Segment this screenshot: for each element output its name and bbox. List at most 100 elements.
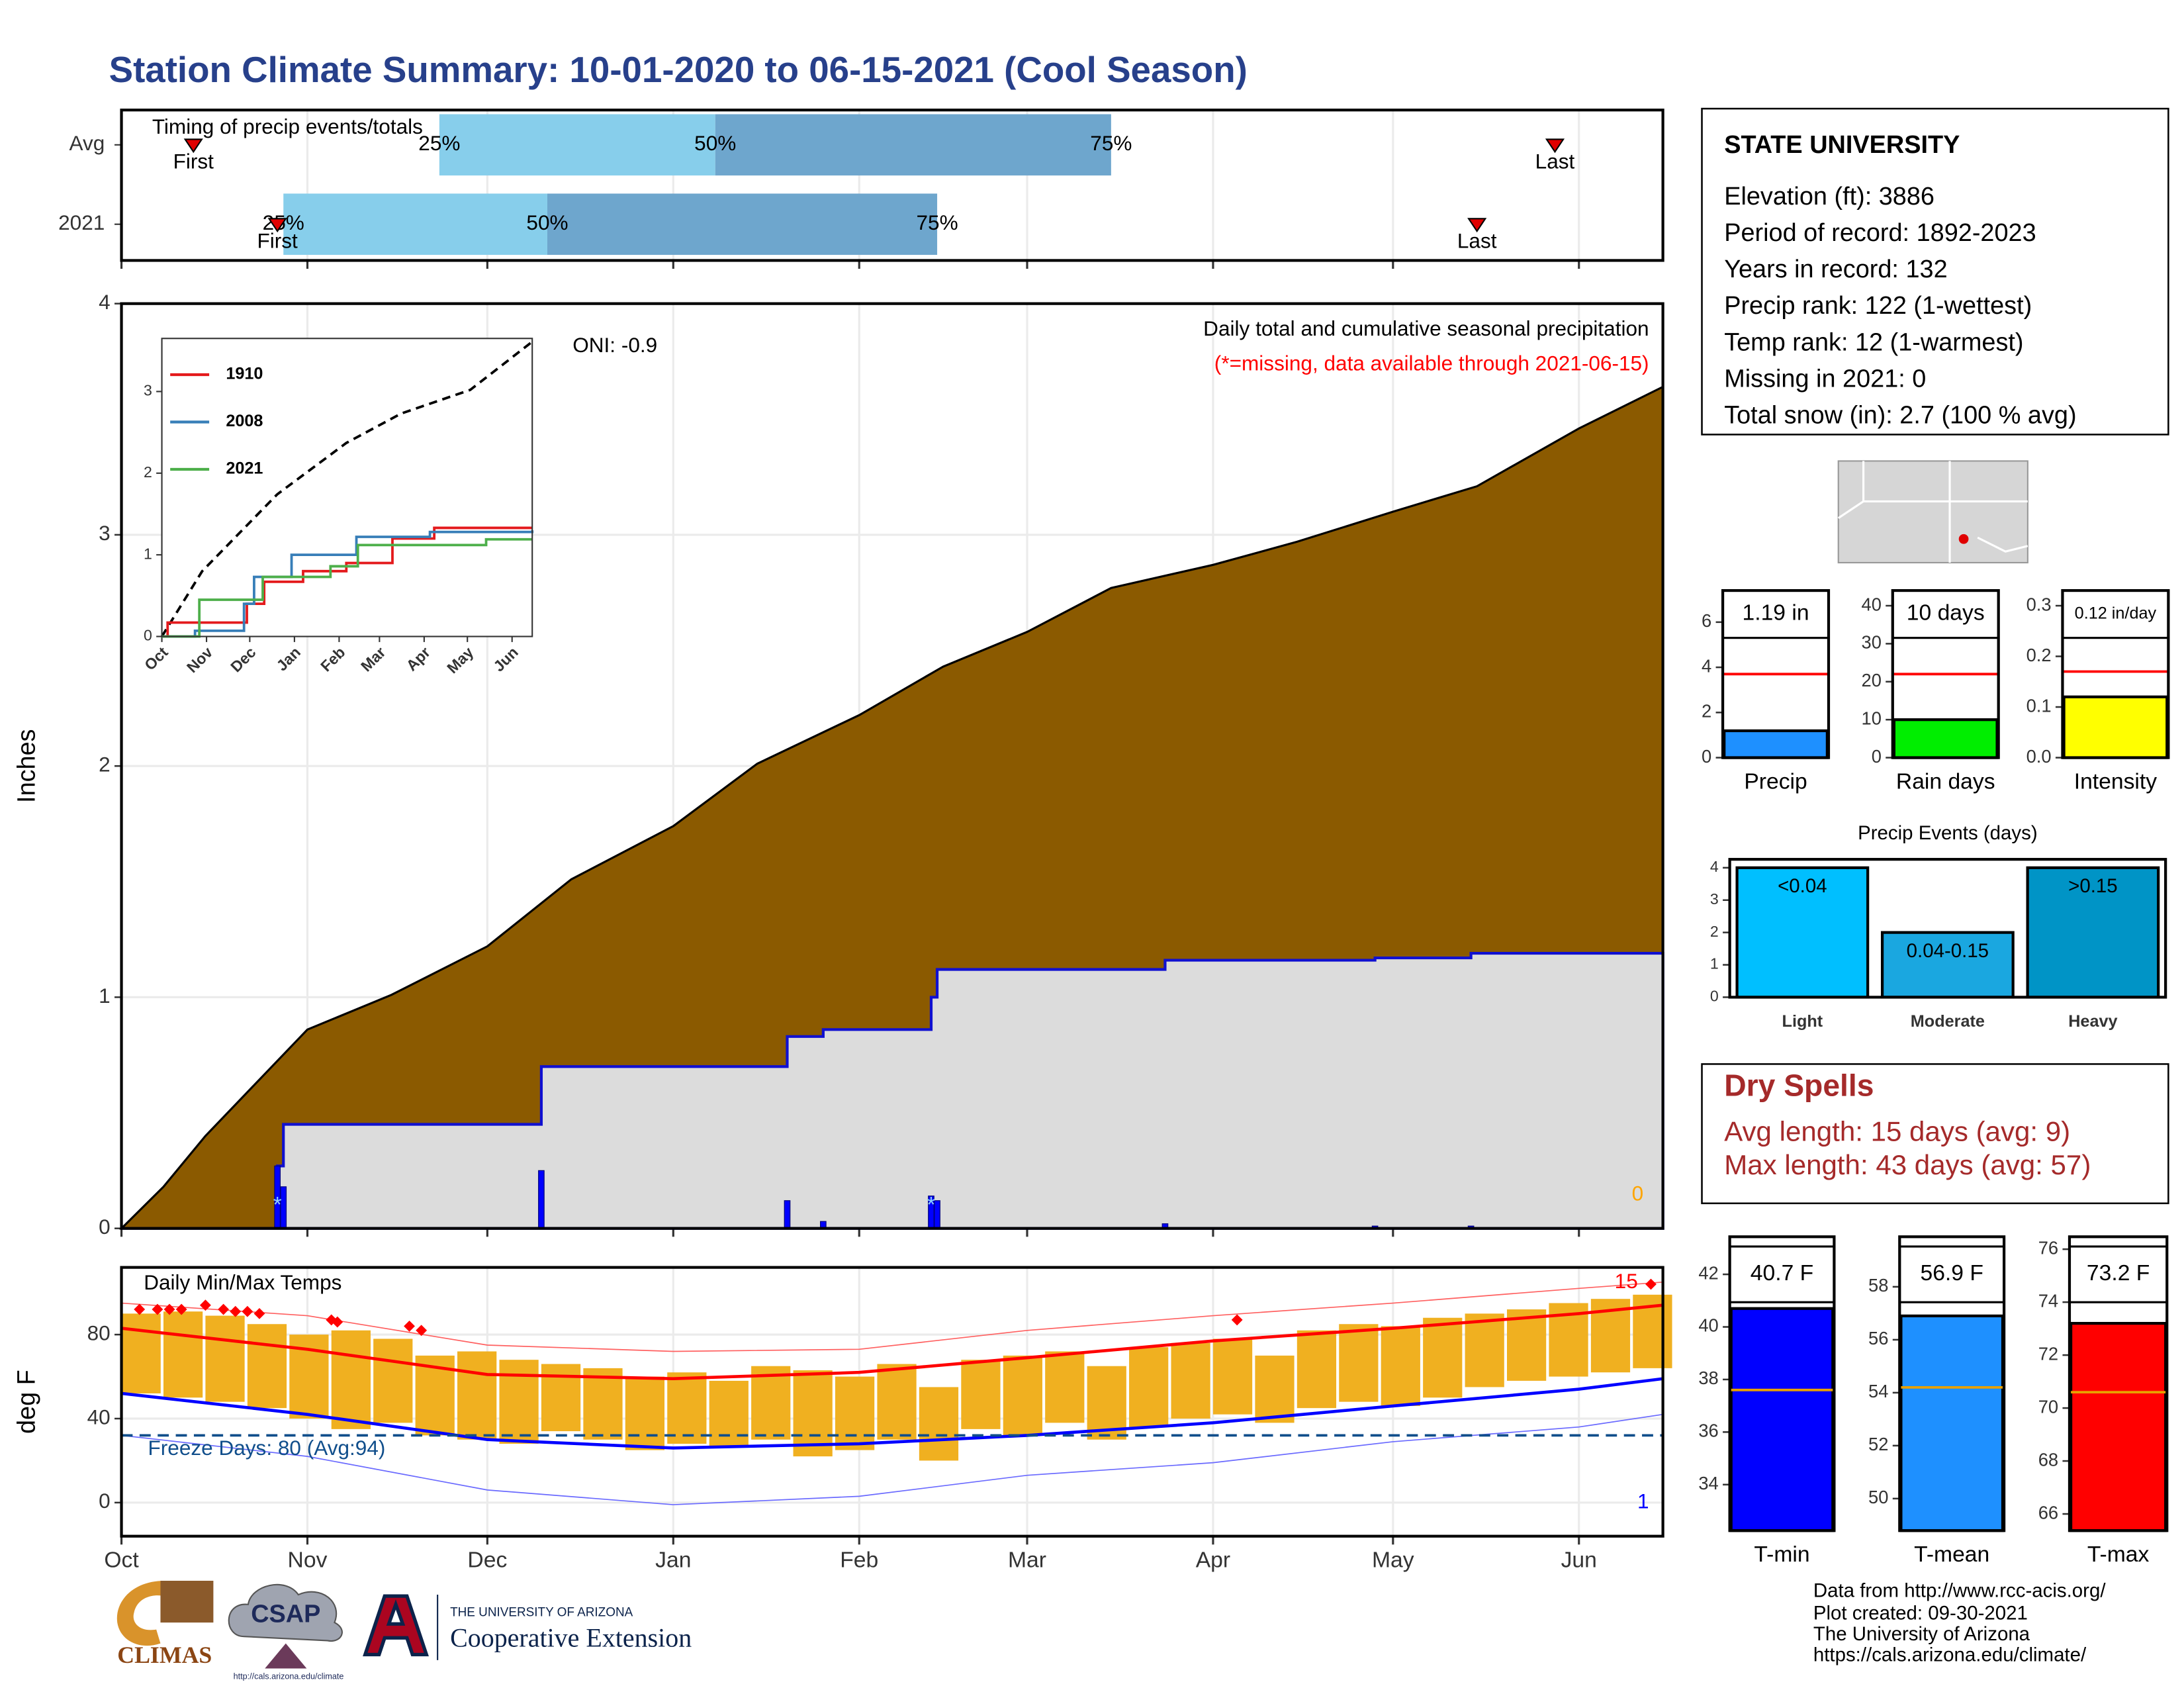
y-tick-label: 76	[2038, 1237, 2058, 1258]
y-tick-label: 58	[1868, 1275, 1888, 1295]
station-box	[1701, 107, 2169, 436]
value-label: 0.12 in/day	[2075, 604, 2157, 623]
y-tick-label: 54	[1868, 1381, 1888, 1401]
record-high-marker	[1645, 1278, 1657, 1290]
daily-temp-bar	[1465, 1313, 1504, 1387]
csap-mountain	[265, 1643, 307, 1669]
value-label-box	[1721, 589, 1830, 639]
y-tick-label: 3	[144, 382, 152, 399]
bar	[1735, 866, 1870, 999]
category-label: Moderate	[1911, 1012, 1985, 1031]
event-label: Last	[1535, 149, 1575, 173]
record-line	[121, 1281, 1663, 1352]
annotation: ONI: -0.9	[572, 333, 657, 357]
category-label: T-min	[1754, 1542, 1809, 1567]
value-label: 1.19 in	[1743, 601, 1809, 626]
footer-line: Plot created: 09-30-2021	[1813, 1602, 2028, 1624]
legend-label: 2008	[226, 412, 263, 430]
y-tick-label: 42	[1698, 1262, 1718, 1283]
x-tick-label: Jan	[655, 1548, 691, 1572]
bar	[1723, 729, 1829, 759]
y-tick-label: 6	[1702, 610, 1711, 631]
y-tick-label: 4	[1710, 858, 1719, 875]
bar	[2026, 866, 2160, 999]
legend-label: 1910	[226, 365, 263, 383]
average-line	[160, 340, 533, 637]
csap-logo-text: CSAP	[251, 1601, 320, 1628]
plot-frame	[1891, 588, 2000, 759]
quantile-label: 75%	[1090, 131, 1132, 155]
daily-temp-bar	[1171, 1342, 1210, 1419]
panel-title: Daily Min/Max Temps	[144, 1270, 341, 1294]
y-tick-label: 2	[99, 753, 111, 776]
dry-spells-line: Avg length: 15 days (avg: 9)	[1724, 1116, 2070, 1147]
station-name: STATE UNIVERSITY	[1724, 131, 1960, 159]
y-tick-label: 0.1	[2026, 695, 2052, 716]
category-label: Rain days	[1896, 769, 1995, 794]
daily-temp-bar	[121, 1313, 161, 1393]
y-tick-label: 0.2	[2026, 645, 2052, 665]
value-label: 40.7 F	[1751, 1261, 1813, 1286]
x-tick-label: Apr	[1196, 1548, 1230, 1572]
y-tick-label: 2	[144, 463, 152, 481]
daily-temp-bar	[793, 1370, 833, 1457]
y-tick-label: 40	[87, 1405, 111, 1429]
y-tick-label: 56	[1868, 1328, 1888, 1348]
daily-temp-bar	[373, 1338, 413, 1423]
inset-background	[161, 338, 533, 637]
y-tick-label: 3	[1710, 890, 1719, 908]
y-tick-label: 36	[1698, 1421, 1718, 1441]
daily-temp-bar	[457, 1351, 497, 1440]
category-label: Intensity	[2074, 769, 2158, 794]
station-info: Period of record: 1892-2023	[1724, 219, 2036, 247]
y-tick-label: 0	[99, 1215, 111, 1239]
station-info: Elevation (ft): 3886	[1724, 183, 1934, 211]
location-map	[1837, 460, 2028, 564]
event-marker	[1467, 218, 1487, 233]
station-info: Years in record: 132	[1724, 256, 1947, 283]
y-tick-label: 0	[1710, 988, 1719, 1005]
ua-logo	[363, 1594, 429, 1657]
snow-marker: *	[927, 1193, 935, 1217]
daily-temp-bar	[499, 1360, 539, 1444]
y-tick-label: 40	[1862, 594, 1882, 614]
value-label: 56.9 F	[1920, 1261, 1983, 1286]
event-label: First	[173, 149, 214, 173]
panel-title: Timing of precip events/totals	[152, 115, 423, 138]
quantile-label: 50%	[694, 131, 736, 155]
climas-logo-text: CLIMAS	[117, 1642, 212, 1668]
dry-spells-title: Dry Spells	[1724, 1068, 1874, 1102]
missing-count: 0	[1632, 1182, 1644, 1205]
csap-url: http://cals.arizona.edu/climate	[234, 1671, 344, 1681]
map-borders	[1837, 461, 2028, 563]
daily-temp-bar	[583, 1368, 623, 1440]
quantile-bar	[283, 193, 547, 256]
y-tick-label: 4	[1702, 655, 1711, 676]
station-info: Missing in 2021: 0	[1724, 365, 1926, 393]
daily-temp-bar	[625, 1376, 665, 1450]
daily-temp-bar	[1087, 1366, 1126, 1440]
class-label: <0.04	[1778, 875, 1827, 897]
station-info: Temp rank: 12 (1-warmest)	[1724, 328, 2023, 356]
category-label: Light	[1782, 1012, 1823, 1031]
record-low-count: 1	[1637, 1489, 1649, 1513]
daily-temp-bar	[835, 1376, 875, 1450]
x-tick-label: Mar	[1008, 1548, 1046, 1572]
plot-frame	[120, 109, 1664, 262]
plot-frame	[1728, 1235, 1836, 1532]
y-tick-label: 34	[1698, 1473, 1718, 1493]
freeze-label: Freeze Days: 80 (Avg:94)	[148, 1436, 386, 1460]
plot-frame	[120, 1266, 1664, 1538]
daily-temp-bar	[1423, 1317, 1463, 1398]
record-high-marker	[253, 1307, 265, 1319]
daily-temp-bar	[1255, 1355, 1295, 1423]
daily-temp-bar	[163, 1311, 203, 1398]
y-tick-label: 3	[99, 521, 111, 545]
event-marker	[267, 218, 287, 233]
footer-line: https://cals.arizona.edu/climate/	[1813, 1644, 2087, 1665]
y-tick-label: 68	[2038, 1449, 2058, 1470]
plot-frame	[1728, 858, 2167, 999]
daily-temp-bar	[205, 1315, 245, 1402]
chart-subtitle: (*=missing, data available through 2021-…	[1214, 352, 1649, 375]
